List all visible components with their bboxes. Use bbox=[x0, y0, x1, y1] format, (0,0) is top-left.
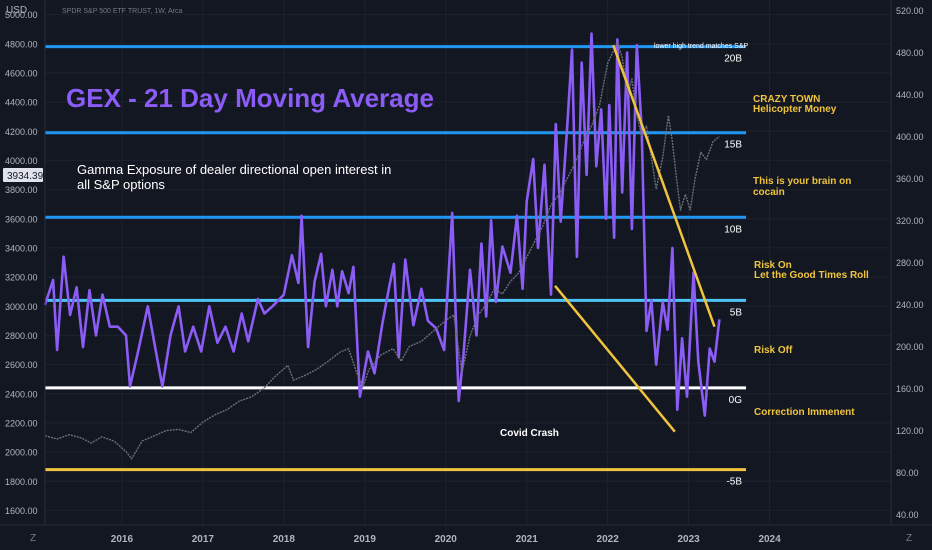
left-tick-label: 1600.00 bbox=[5, 506, 38, 516]
x-tick-label: 2021 bbox=[516, 534, 539, 545]
annotation-label: lower high trend matches S&P bbox=[654, 43, 748, 50]
chart-title: GEX - 21 Day Moving Average bbox=[66, 83, 434, 113]
right-tick-label: 120.00 bbox=[896, 426, 924, 436]
x-tick-label: 2019 bbox=[354, 534, 377, 545]
chart-subtitle: Gamma Exposure of dealer directional ope… bbox=[77, 162, 395, 192]
gex-series-line bbox=[43, 32, 721, 417]
right-tick-label: 480.00 bbox=[896, 48, 924, 58]
gex-level-label: 15B bbox=[724, 140, 742, 151]
left-tick-label: 4400.00 bbox=[5, 98, 38, 108]
trend-lines bbox=[554, 44, 716, 433]
annotation-label: cocain bbox=[753, 187, 785, 198]
x-tick-label: 2024 bbox=[758, 534, 781, 545]
right-tick-label: 400.00 bbox=[896, 132, 924, 142]
left-tick-label: 3200.00 bbox=[5, 273, 38, 283]
zoom-tool-right[interactable]: Z bbox=[906, 533, 912, 544]
left-tick-label: 2000.00 bbox=[5, 448, 38, 458]
annotation-label: CRAZY TOWN bbox=[753, 94, 820, 105]
left-tick-label: 3400.00 bbox=[5, 243, 38, 253]
right-axis-ticks: 520.00 480.00 440.00 400.00 360.00 320.00 280.… bbox=[896, 6, 924, 520]
annotation-label: Helicopter Money bbox=[753, 104, 837, 115]
right-tick-label: 280.00 bbox=[896, 258, 924, 268]
right-tick-label: 160.00 bbox=[896, 384, 924, 394]
annotation-label: Correction Immenent bbox=[754, 407, 855, 418]
right-tick-label: 320.00 bbox=[896, 216, 924, 226]
axes-group bbox=[0, 0, 932, 526]
spy-series-line bbox=[44, 41, 720, 460]
left-tick-label: 5000.00 bbox=[5, 10, 38, 20]
left-tick-label: 3800.00 bbox=[5, 185, 38, 195]
right-tick-label: 80.00 bbox=[896, 468, 919, 478]
x-tick-label: 2017 bbox=[192, 534, 215, 545]
right-tick-label: 240.00 bbox=[896, 300, 924, 310]
left-tick-label: 1800.00 bbox=[5, 477, 38, 487]
symbol-label: SPDR S&P 500 ETF TRUST, 1W, Arca bbox=[62, 8, 182, 15]
currency-label: USD bbox=[6, 5, 27, 16]
left-tick-label: 4600.00 bbox=[5, 68, 38, 78]
left-tick-label: 2800.00 bbox=[5, 331, 38, 341]
gex-level-label: 10B bbox=[724, 224, 742, 235]
trend-line bbox=[554, 285, 676, 433]
left-tick-label: 3000.00 bbox=[5, 302, 38, 312]
right-tick-label: 520.00 bbox=[896, 6, 924, 16]
left-axis-ticks: 5000.00 4800.00 4600.00 4400.00 4200.00 4000.… bbox=[5, 10, 38, 516]
x-tick-label: 2023 bbox=[677, 534, 700, 545]
gex-level-label: 20B bbox=[724, 54, 742, 65]
right-tick-label: 440.00 bbox=[896, 90, 924, 100]
x-tick-label: 2020 bbox=[435, 534, 458, 545]
gex-level-label: 0G bbox=[729, 395, 743, 406]
trend-line bbox=[612, 44, 716, 328]
right-tick-label: 360.00 bbox=[896, 174, 924, 184]
right-tick-label: 200.00 bbox=[896, 342, 924, 352]
x-tick-label: 2018 bbox=[273, 534, 296, 545]
annotation-label: Covid Crash bbox=[500, 428, 559, 439]
left-tick-label: 2400.00 bbox=[5, 389, 38, 399]
price-badge-value: 3934.39 bbox=[7, 171, 44, 182]
right-tick-label: 40.00 bbox=[896, 510, 919, 520]
left-tick-label: 2600.00 bbox=[5, 360, 38, 370]
x-tick-label: 2022 bbox=[597, 534, 620, 545]
zoom-tool-left[interactable]: Z bbox=[30, 533, 36, 544]
x-tick-label: 2016 bbox=[111, 534, 134, 545]
left-tick-label: 3600.00 bbox=[5, 214, 38, 224]
annotations-group: lower high trend matches S&P CRAZY TOWNHe… bbox=[500, 43, 869, 439]
annotation-label: Risk On bbox=[754, 260, 792, 271]
x-axis-ticks: 2016 2017 2018 2019 2020 2021 2022 2023 2024 bbox=[111, 534, 781, 545]
left-tick-label: 4800.00 bbox=[5, 39, 38, 49]
left-tick-label: 4000.00 bbox=[5, 156, 38, 166]
series-group bbox=[43, 32, 721, 460]
gex-level-label: 5B bbox=[730, 307, 743, 318]
annotation-label: This is your brain on bbox=[753, 176, 851, 187]
annotation-label: Risk Off bbox=[754, 345, 793, 356]
annotation-label: Let the Good Times Roll bbox=[754, 270, 869, 281]
left-tick-label: 4200.00 bbox=[5, 127, 38, 137]
price-badge: 3934.39 bbox=[3, 168, 44, 182]
left-tick-label: 2200.00 bbox=[5, 418, 38, 428]
gex-level-label: -5B bbox=[726, 477, 742, 488]
